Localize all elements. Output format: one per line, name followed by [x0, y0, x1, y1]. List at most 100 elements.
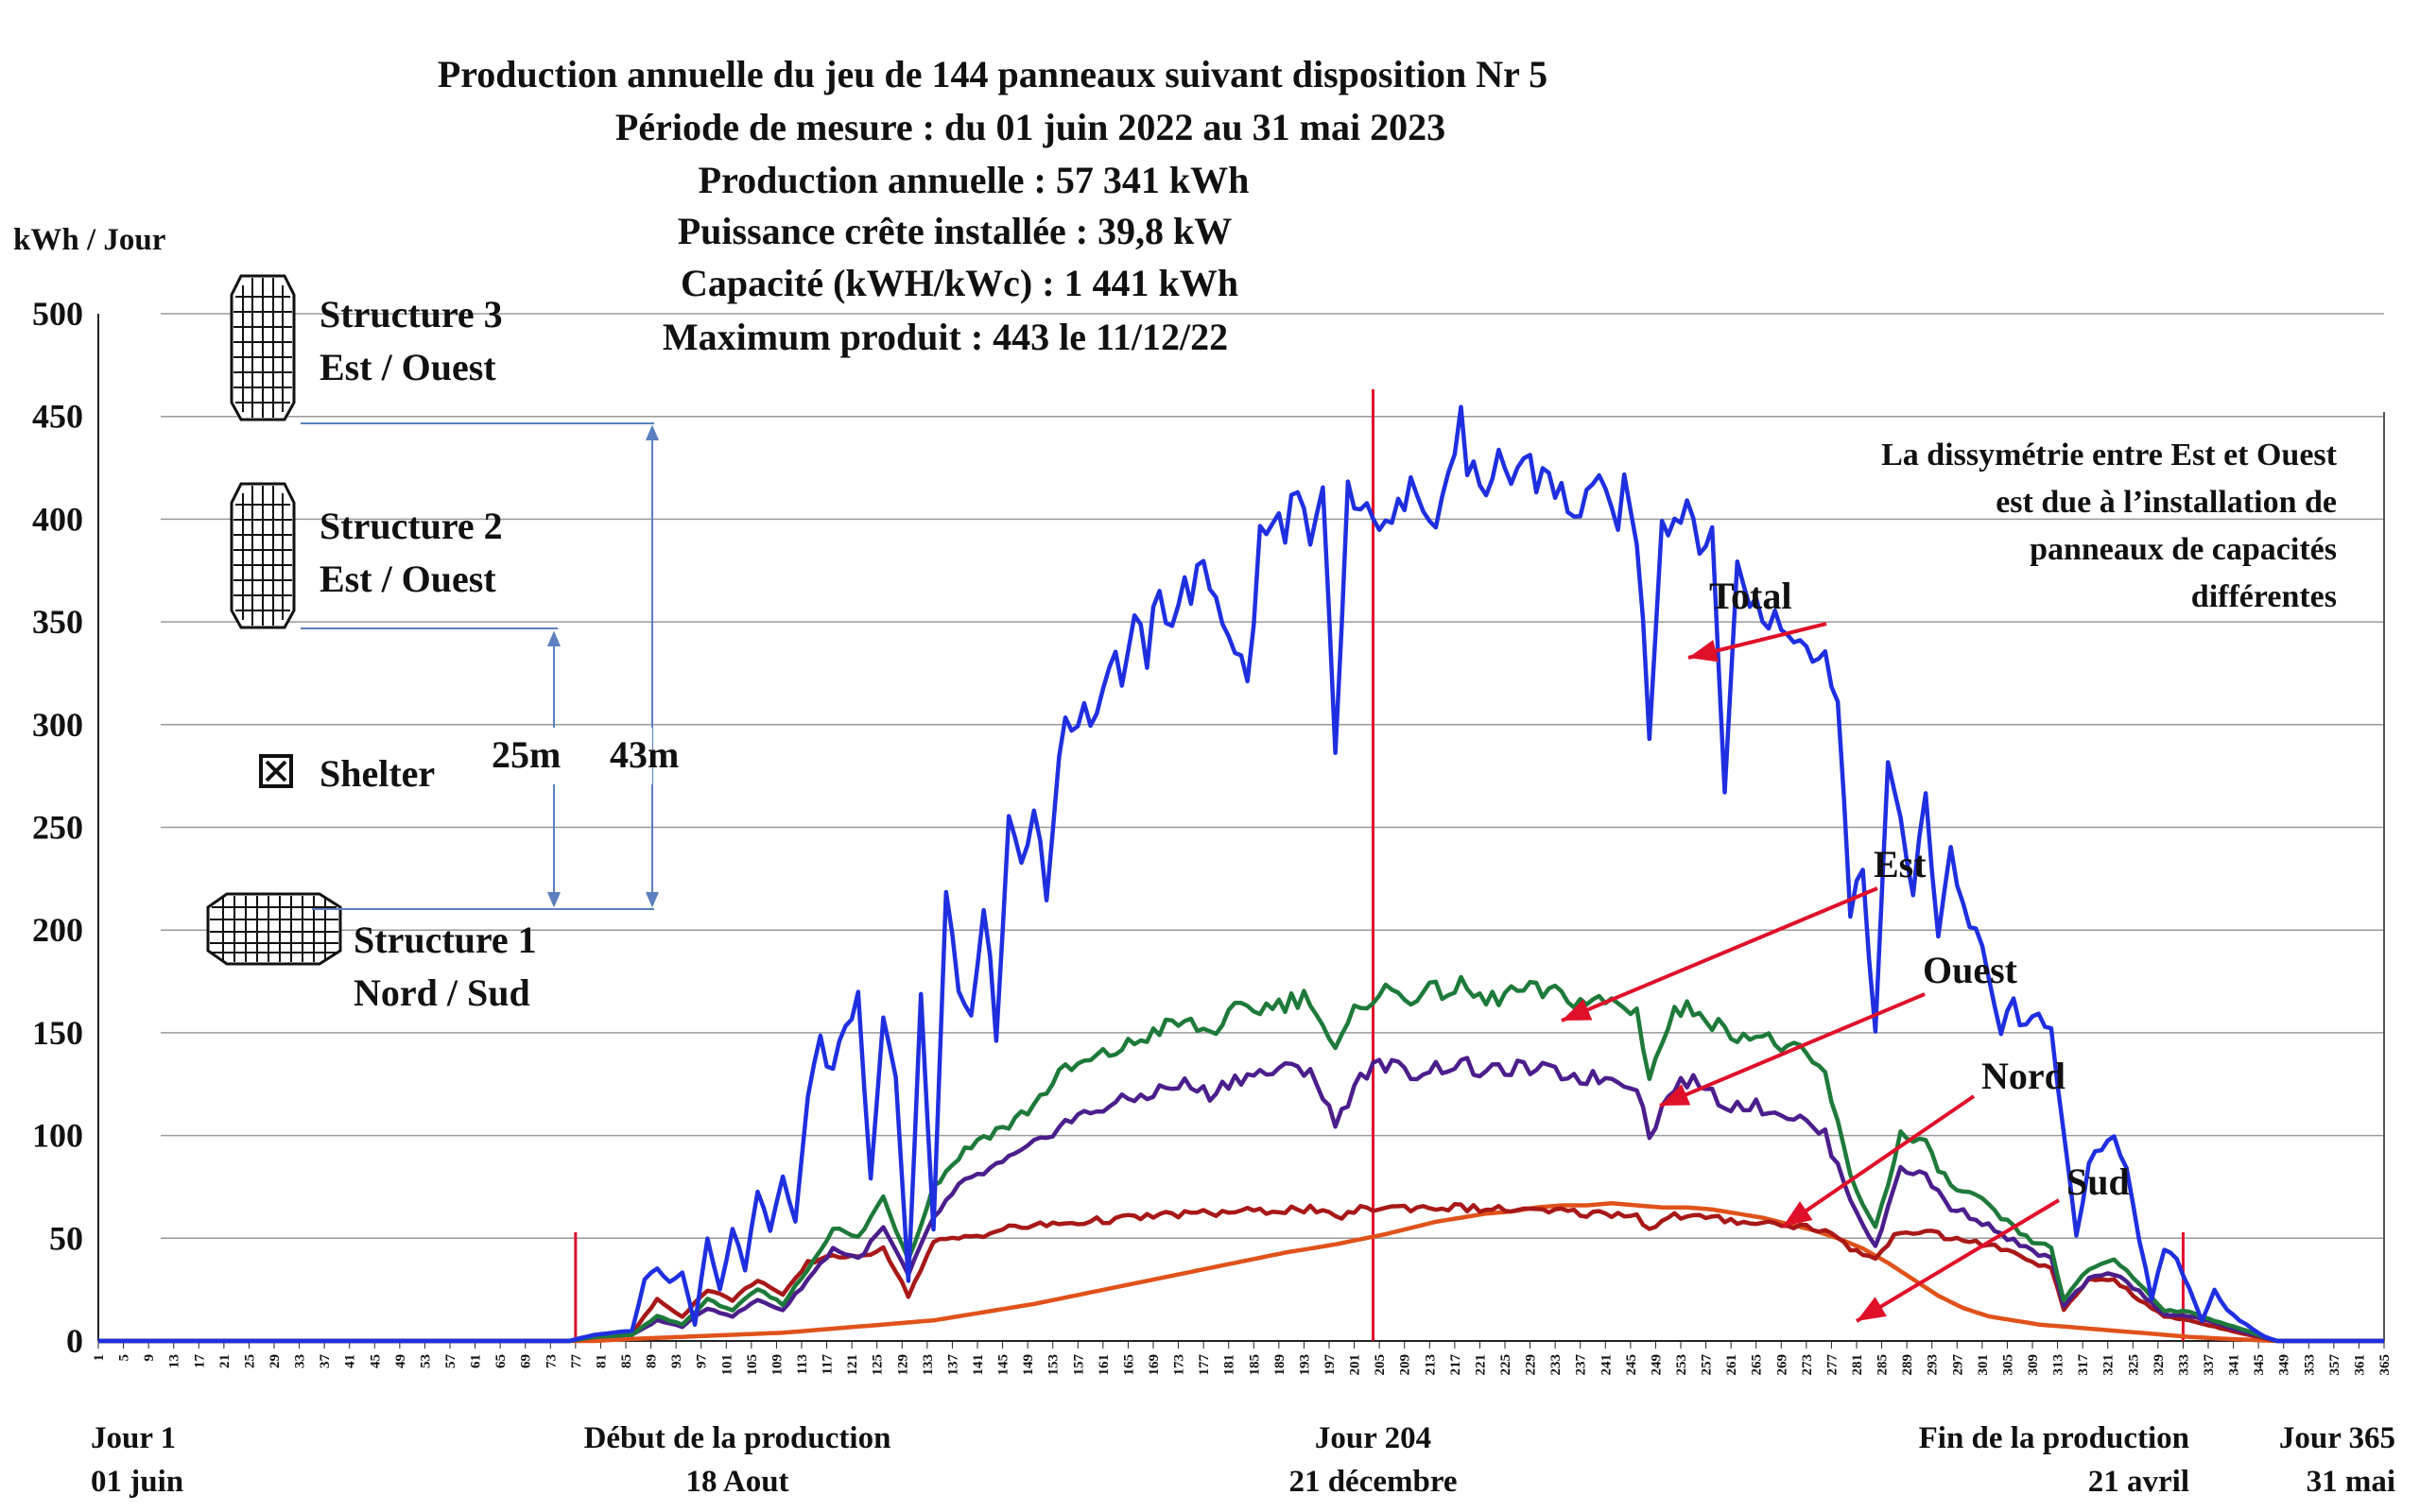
x-tick-label: 333 [2176, 1354, 2191, 1376]
x-tick-label: 41 [343, 1354, 358, 1368]
distance-25m-label: 25m [492, 733, 561, 776]
y-tick-label: 400 [32, 500, 83, 538]
x-tick-label: 337 [2202, 1354, 2217, 1376]
bottom-label-top-3: Fin de la production [1919, 1421, 2189, 1455]
x-tick-label: 85 [619, 1354, 634, 1368]
x-tick-label: 33 [293, 1354, 308, 1368]
x-tick-label: 153 [1046, 1354, 1062, 1376]
x-tick-label: 301 [1976, 1354, 1991, 1376]
x-tick-label: 93 [669, 1354, 684, 1368]
x-tick-label: 225 [1498, 1354, 1513, 1376]
x-tick-label: 29 [268, 1354, 283, 1368]
x-tick-label: 81 [594, 1354, 609, 1368]
x-tick-label: 9 [142, 1354, 157, 1362]
chart-title-line-3: Production annuelle : 57 341 kWh [699, 159, 1250, 201]
arrow-ouest [1659, 992, 1926, 1108]
structure-2-orientation: Est / Ouest [320, 558, 496, 600]
x-tick-label: 321 [2101, 1354, 2117, 1376]
bottom-label-bottom-0: 01 juin [91, 1465, 183, 1499]
x-tick-label: 101 [719, 1354, 735, 1376]
x-tick-label: 313 [2051, 1354, 2066, 1376]
x-tick-label: 149 [1021, 1354, 1036, 1376]
bottom-label-bottom-2: 21 décembre [1288, 1465, 1457, 1499]
x-tick-label: 129 [895, 1354, 910, 1376]
x-tick-label: 97 [695, 1354, 710, 1369]
x-tick-label: 161 [1097, 1354, 1112, 1376]
bottom-label-bottom-1: 18 Aout [685, 1465, 788, 1499]
distance-dimension-lines [301, 422, 659, 910]
vertical-markers [574, 389, 2185, 1341]
y-tick-label: 50 [49, 1219, 83, 1257]
y-tick-label: 100 [32, 1117, 83, 1155]
x-tick-label: 349 [2277, 1354, 2292, 1376]
y-tick-label: 0 [66, 1322, 83, 1360]
x-tick-label: 257 [1700, 1354, 1715, 1376]
series-line-total [98, 404, 2384, 1344]
distance-label-background [482, 728, 652, 784]
x-tick-label: 329 [2152, 1354, 2167, 1376]
x-tick-label: 245 [1624, 1354, 1639, 1376]
x-tick-label: 165 [1121, 1354, 1136, 1376]
y-tick-label: 350 [32, 603, 83, 641]
series-label-ouest: Ouest [1923, 949, 2018, 991]
x-tick-label: 77 [569, 1354, 584, 1369]
y-tick-label: 150 [32, 1014, 83, 1052]
x-tick-label: 285 [1876, 1354, 1891, 1376]
arrow-nord [1781, 1094, 1976, 1228]
structure-3-icon [230, 274, 296, 421]
x-tick-label: 65 [493, 1354, 509, 1368]
x-tick-label: 297 [1950, 1354, 1965, 1376]
x-tick-label: 57 [443, 1354, 458, 1369]
series-label-nord: Nord [1981, 1055, 2066, 1097]
x-tick-label: 345 [2252, 1354, 2267, 1376]
x-tick-label: 121 [845, 1354, 860, 1376]
chart-title-line-1: Production annuelle du jeu de 144 pannea… [438, 53, 1547, 95]
y-axis-ticks: 0 50 100 150 200 250 300 350 400 450 500 [32, 295, 83, 1360]
x-tick-label: 21 [217, 1354, 233, 1368]
note-line-3: panneaux de capacités [2030, 532, 2337, 567]
series-line-ouest [98, 1056, 2384, 1344]
x-tick-label: 213 [1423, 1354, 1438, 1376]
x-tick-label: 209 [1398, 1354, 1413, 1376]
arrow-head-sud [1857, 1297, 1887, 1321]
x-tick-label: 173 [1172, 1354, 1187, 1376]
x-tick-label: 157 [1071, 1354, 1086, 1376]
bottom-label-bottom-3: 21 avril [2088, 1465, 2189, 1499]
chart-title-block: Production annuelle du jeu de 144 pannea… [438, 53, 1547, 358]
x-tick-label: 189 [1272, 1354, 1288, 1376]
x-tick-label: 293 [1926, 1354, 1941, 1376]
series-line-nord [98, 1201, 2384, 1344]
x-tick-label: 141 [971, 1354, 986, 1376]
x-tick-label: 137 [945, 1354, 960, 1376]
arrow-head-ouest [1660, 1084, 1691, 1106]
series-labels: Total Est Ouest Nord Sud [1709, 575, 2130, 1203]
series-label-est: Est [1874, 843, 1927, 885]
x-tick-label: 45 [368, 1354, 383, 1368]
x-tick-label: 197 [1322, 1354, 1338, 1376]
x-tick-label: 105 [745, 1354, 760, 1376]
structure-3-orientation: Est / Ouest [320, 346, 496, 388]
x-tick-label: 261 [1724, 1354, 1739, 1376]
x-tick-label: 341 [2227, 1354, 2242, 1376]
x-tick-label: 89 [645, 1354, 660, 1368]
bottom-label-top-2: Jour 204 [1315, 1421, 1431, 1455]
x-tick-label: 125 [871, 1354, 886, 1376]
x-tick-label: 193 [1297, 1354, 1312, 1376]
chart-title-line-5: Capacité (kWH/kWc) : 1 441 kWh [681, 262, 1238, 304]
structure-1-orientation: Nord / Sud [354, 971, 530, 1014]
x-tick-label: 221 [1473, 1354, 1488, 1376]
y-tick-label: 500 [32, 295, 83, 333]
y-tick-label: 300 [32, 706, 83, 744]
asymmetry-note: La dissymétrie entre Est et Ouest est du… [1881, 438, 2338, 614]
x-tick-label: 233 [1548, 1354, 1564, 1376]
x-tick-label: 1 [92, 1354, 107, 1362]
arrow-head-est [1562, 999, 1593, 1021]
series-line-est [98, 974, 2384, 1344]
x-tick-label: 249 [1649, 1354, 1664, 1376]
x-tick-label: 289 [1900, 1354, 1915, 1376]
x-tick-label: 177 [1197, 1354, 1212, 1376]
bottom-labels: Jour 1 01 juin Début de la production 18 Ao… [91, 1421, 2395, 1499]
y-tick-label: 450 [32, 398, 83, 436]
x-tick-label: 205 [1373, 1354, 1388, 1376]
x-tick-label: 69 [519, 1354, 534, 1368]
